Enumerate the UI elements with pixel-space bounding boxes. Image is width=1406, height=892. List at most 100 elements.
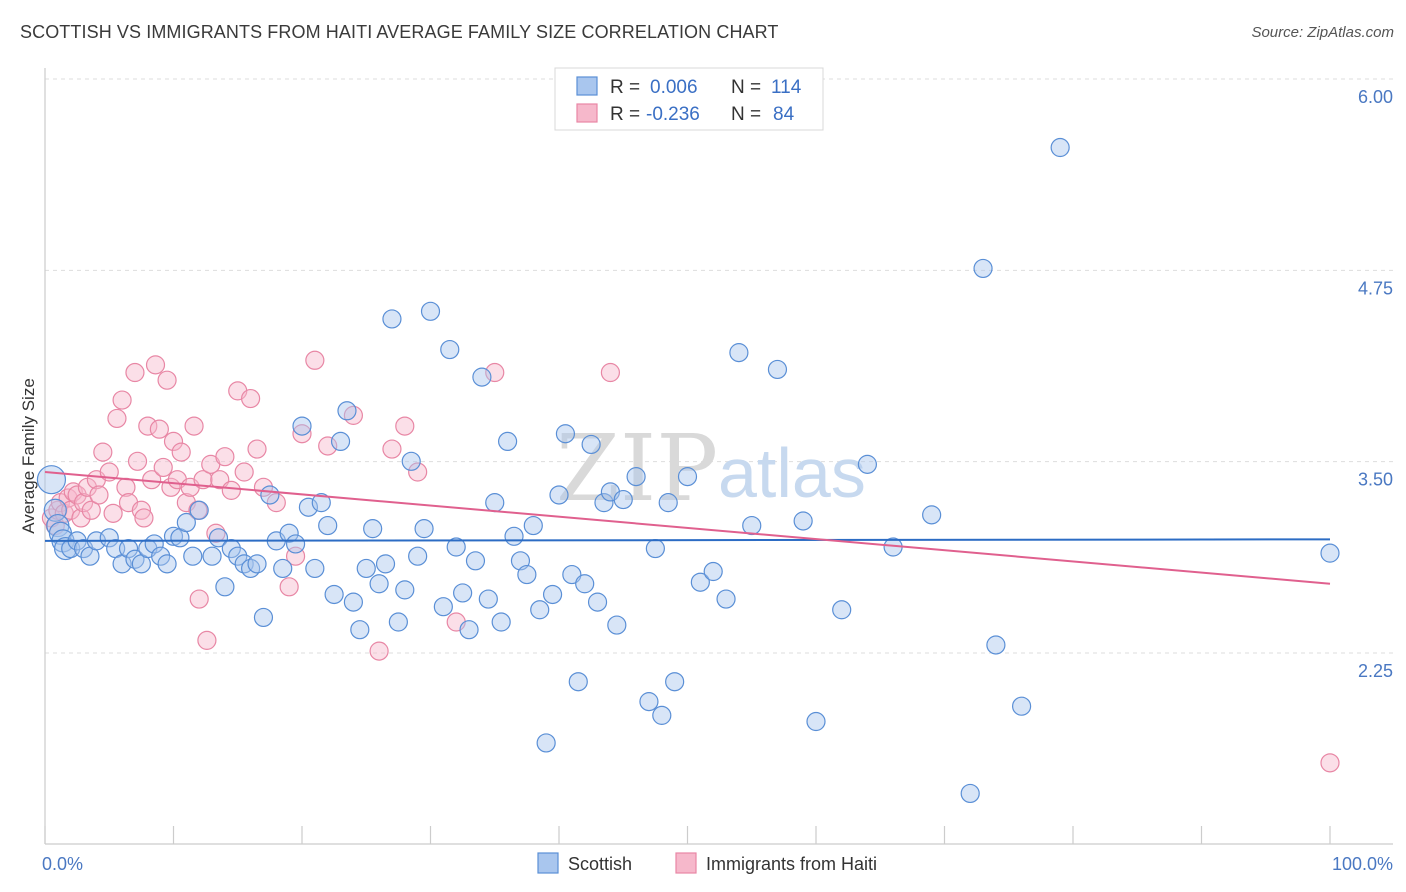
scottish-point [144, 534, 164, 554]
scottish-point [472, 367, 492, 387]
scottish-point [298, 497, 319, 517]
scottish-point [594, 493, 614, 513]
scottish-point [292, 416, 312, 436]
scottish-point [645, 538, 665, 559]
y-tick-label: 3.50 [1358, 470, 1393, 490]
scottish-point [305, 558, 325, 579]
haiti-point [247, 439, 267, 459]
scottish-point [151, 546, 171, 566]
haiti-point [134, 508, 154, 528]
scottish-point [395, 580, 415, 600]
scottish-point [806, 711, 826, 732]
trend-lines [44, 471, 1331, 585]
scottish-point [986, 635, 1006, 655]
scottish-point [491, 612, 511, 632]
scottish-point [639, 692, 659, 712]
scottish-point [253, 607, 274, 628]
x-tick-label-right: 100.0% [1332, 854, 1393, 874]
scottish-point [401, 451, 421, 471]
haiti-point [149, 419, 169, 439]
haiti-point [73, 493, 94, 513]
scottish-point [382, 309, 402, 329]
haiti-point [485, 362, 505, 383]
haiti-trend-line [44, 471, 1331, 585]
scottish-point [973, 258, 993, 279]
scottish-point [157, 554, 177, 574]
scottish-point [504, 526, 524, 546]
haiti-point [189, 589, 209, 609]
scottish-point [1011, 696, 1032, 716]
scottish-point [324, 584, 344, 605]
haiti-point [382, 439, 402, 459]
scottish-point [260, 485, 280, 505]
scottish-point [542, 584, 563, 605]
bottom-legend-swatch-haiti [675, 852, 697, 874]
scottish-point [703, 561, 723, 582]
haiti-point [600, 362, 621, 383]
haiti-point [215, 447, 235, 467]
scottish-point [318, 515, 338, 536]
haiti-point [93, 442, 113, 462]
scottish-point [485, 493, 505, 513]
scottish-point [343, 592, 363, 612]
scottish-point [189, 500, 209, 520]
haiti-point [171, 442, 191, 462]
haiti-point [241, 388, 261, 409]
scottish-point [530, 600, 550, 620]
scottish-point [176, 512, 196, 533]
scottish-point [555, 424, 576, 444]
scottish-point [337, 401, 357, 421]
scottish-point [922, 505, 942, 525]
x-tick-label-left: 0.0% [42, 854, 83, 874]
scottish-point [446, 537, 466, 557]
scottish-point [613, 489, 633, 510]
scottish-point [228, 546, 248, 566]
haiti-point [305, 350, 325, 370]
scottish-point [408, 546, 428, 566]
scottish-point [677, 467, 698, 487]
scottish-point [279, 523, 299, 543]
haiti-point [408, 462, 428, 482]
scottish-point [375, 554, 396, 574]
scottish-point [690, 572, 710, 592]
scottish-point [716, 589, 736, 609]
scottish-point [665, 672, 685, 692]
haiti-point [138, 416, 158, 436]
haiti-point [67, 485, 87, 505]
scottish-point [523, 515, 543, 536]
scottish-point [517, 564, 537, 585]
scottish-point [549, 485, 569, 505]
scottish-point [356, 558, 376, 579]
scottish-point [330, 431, 351, 451]
scottish-point [498, 431, 518, 451]
scottish-point [420, 301, 441, 321]
scottish-point [433, 597, 453, 617]
haiti-point [193, 470, 213, 490]
haiti-point [153, 457, 173, 478]
scottish-point [626, 467, 646, 487]
bottom-legend-label-scottish: Scottish [568, 854, 632, 874]
scottish-trend-line [44, 538, 1331, 542]
y-tick-labels: 2.25 3.50 4.75 6.00 [1358, 87, 1393, 681]
haiti-point [125, 362, 145, 383]
scottish-point [369, 574, 389, 594]
scottish-point [607, 615, 627, 635]
y-tick-label: 6.00 [1358, 87, 1393, 107]
scottish-point [36, 465, 67, 495]
scottish-point [453, 583, 473, 603]
haiti-point [163, 431, 184, 451]
haiti-point [103, 503, 123, 523]
scottish-point [43, 498, 67, 522]
scottish-point [575, 574, 595, 594]
scottish-point [587, 592, 608, 612]
scottish-point [857, 454, 878, 474]
legend-box [554, 67, 824, 131]
legend-swatch-haiti [576, 103, 598, 123]
legend-r-value-haiti: -0.236 [646, 104, 700, 125]
axes [44, 68, 1393, 845]
scottish-point [215, 577, 235, 597]
haiti-point [279, 577, 299, 597]
scottish-point [388, 612, 408, 632]
legend-n-value-scottish: 114 [771, 77, 802, 98]
